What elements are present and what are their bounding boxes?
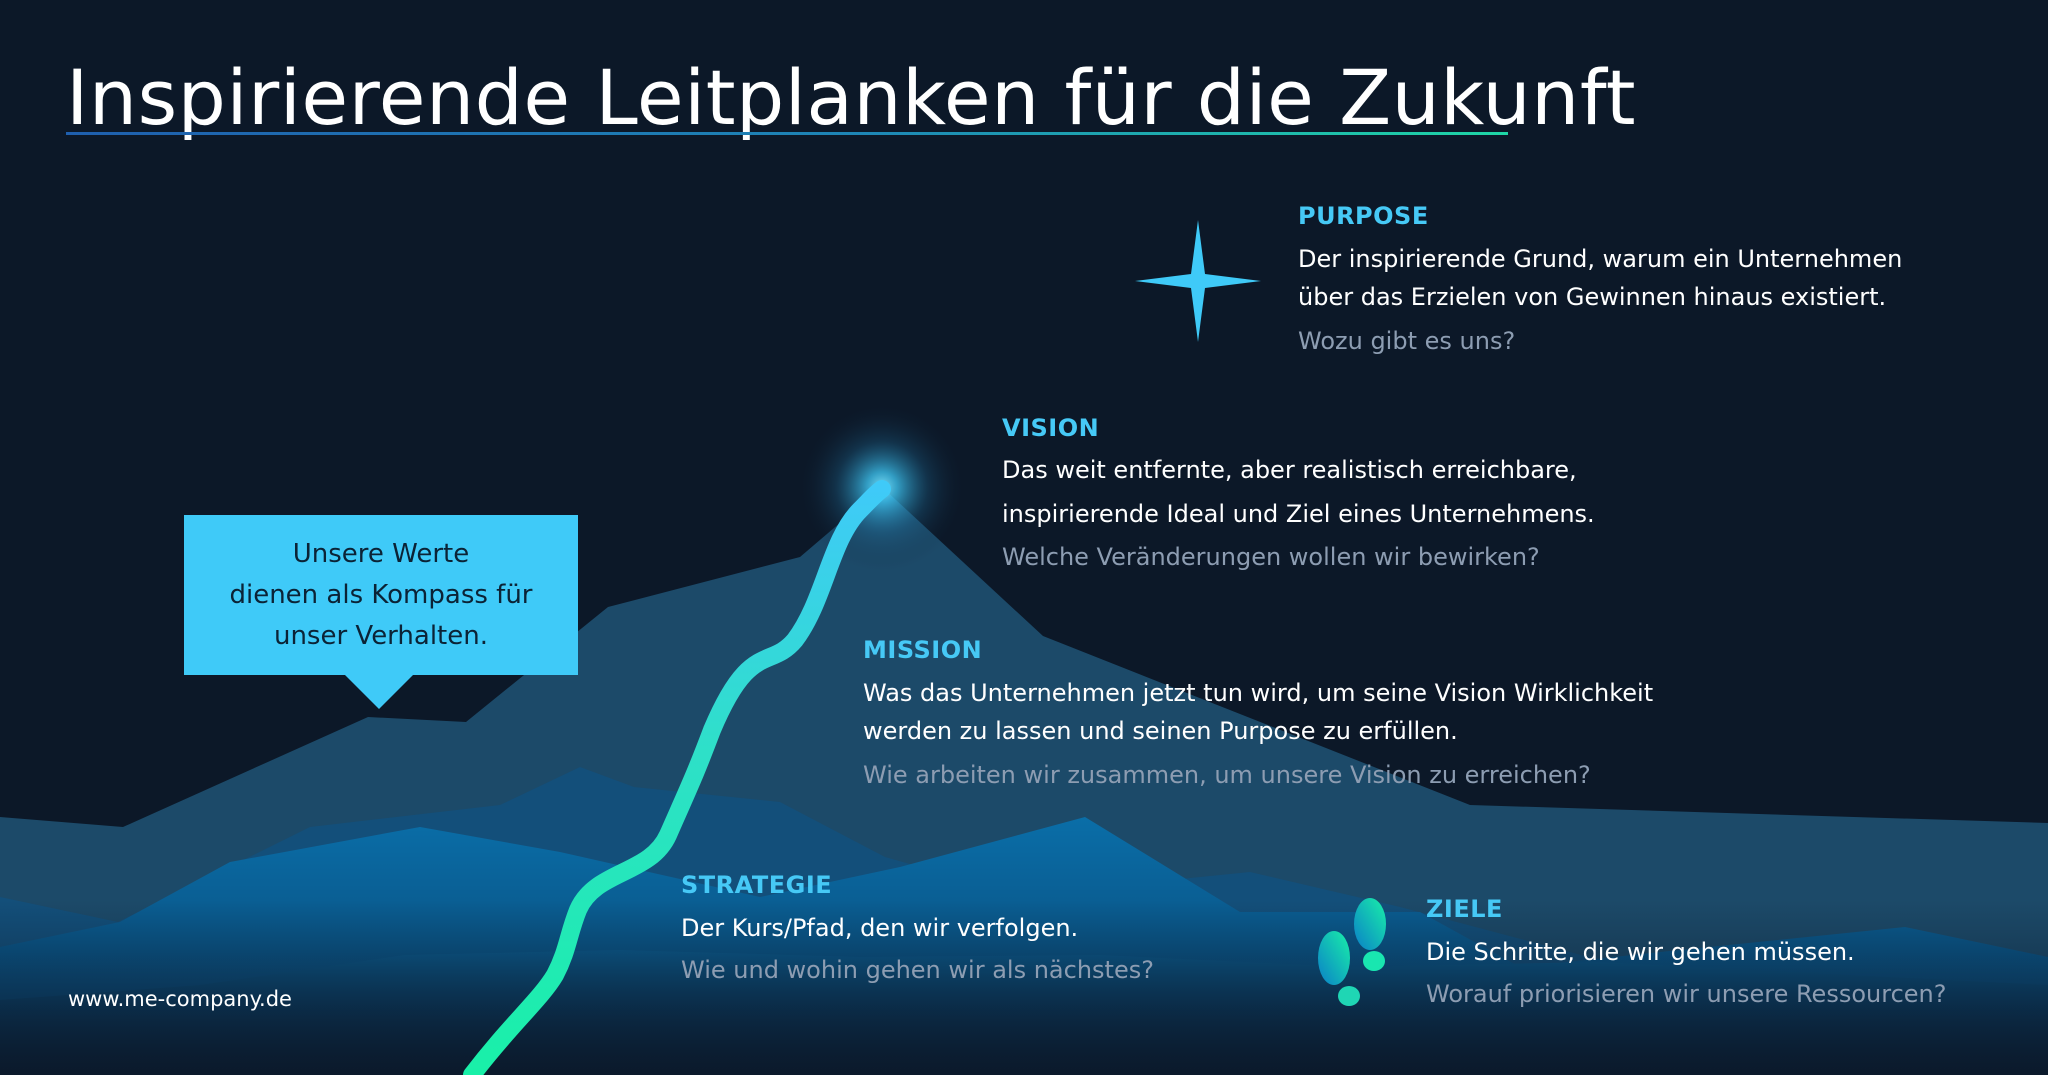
mission-label: MISSION	[863, 636, 983, 664]
purpose-question: Wozu gibt es uns?	[1298, 327, 1516, 355]
strategie-block: STRATEGIE Der Kurs/Pfad, den wir verfolg…	[681, 869, 1154, 989]
purpose-line-1: Der inspirierende Grund, warum ein Unter…	[1298, 245, 1903, 273]
mission-block: MISSION Was das Unternehmen jetzt tun wi…	[863, 634, 1653, 794]
strategie-label: STRATEGIE	[681, 871, 833, 899]
ziele-question: Worauf priorisieren wir unsere Ressource…	[1426, 980, 1947, 1008]
ziele-block: ZIELE Die Schritte, die wir gehen müssen…	[1426, 893, 1946, 1013]
star-icon	[1135, 220, 1261, 342]
vision-description: Das weit entfernte, aber realistisch err…	[1002, 448, 1595, 536]
vision-label: VISION	[1002, 414, 1100, 442]
values-callout-text: Unsere Werte dienen als Kompass für unse…	[229, 538, 533, 651]
vision-block: VISION Das weit entfernte, aber realisti…	[1002, 412, 1595, 576]
callout-pointer	[345, 675, 413, 709]
vision-line-2: inspirierende Ideal und Ziel eines Unter…	[1002, 500, 1595, 528]
ground-shadow	[0, 900, 2048, 1075]
mission-description: Was das Unternehmen jetzt tun wird, um s…	[863, 674, 1653, 750]
mission-question: Wie arbeiten wir zusammen, um unsere Vis…	[863, 761, 1591, 789]
purpose-block: PURPOSE Der inspirierende Grund, warum e…	[1298, 200, 1902, 360]
title-underline	[66, 132, 1508, 135]
strategie-question: Wie und wohin gehen wir als nächstes?	[681, 956, 1154, 984]
mission-line-2: werden zu lassen und seinen Purpose zu e…	[863, 717, 1458, 745]
values-callout: Unsere Werte dienen als Kompass für unse…	[184, 515, 578, 675]
strategie-description: Der Kurs/Pfad, den wir verfolgen.	[681, 914, 1079, 942]
page-title: Inspirierende Leitplanken für die Zukunf…	[66, 53, 1637, 142]
purpose-label: PURPOSE	[1298, 202, 1429, 230]
trail-path	[463, 480, 891, 1075]
ziele-description: Die Schritte, die wir gehen müssen.	[1426, 938, 1855, 966]
purpose-description: Der inspirierende Grund, warum ein Unter…	[1298, 240, 1902, 316]
purpose-line-2: über das Erzielen von Gewinnen hinaus ex…	[1298, 283, 1887, 311]
vision-question: Welche Veränderungen wollen wir bewirken…	[1002, 543, 1540, 571]
footprints-icon	[1318, 898, 1386, 1006]
website-url: www.me-company.de	[68, 987, 292, 1011]
vision-line-1: Das weit entfernte, aber realistisch err…	[1002, 456, 1577, 484]
mission-line-1: Was das Unternehmen jetzt tun wird, um s…	[863, 679, 1654, 707]
ziele-label: ZIELE	[1426, 895, 1503, 923]
